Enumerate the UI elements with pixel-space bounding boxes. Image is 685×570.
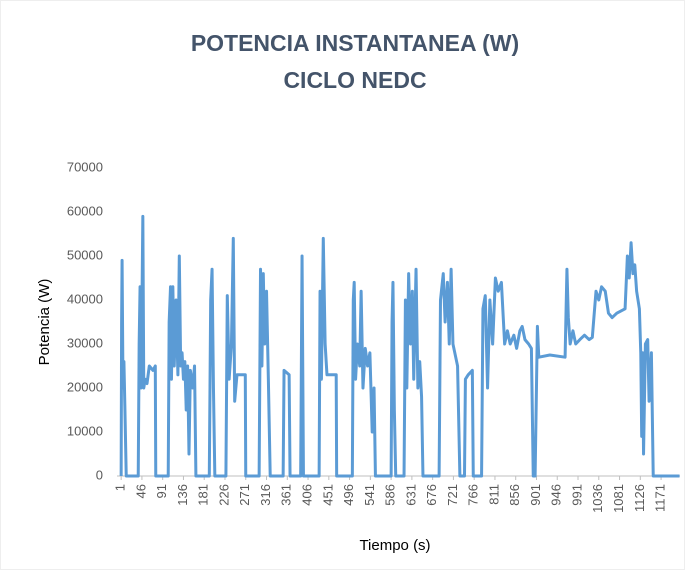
x-tick-label: 181 — [196, 484, 211, 506]
x-tick-label: 136 — [175, 484, 190, 506]
x-tick-label: 811 — [486, 484, 501, 505]
x-tick-label: 406 — [299, 484, 314, 506]
x-tick-label: 91 — [154, 484, 169, 498]
y-tick-label: 10000 — [67, 423, 103, 438]
x-tick-label: 1036 — [590, 484, 605, 513]
x-tick-label: 1171 — [653, 484, 668, 512]
chart-subtitle: CICLO NEDC — [283, 67, 426, 93]
x-tick-label: 451 — [320, 484, 335, 506]
x-tick-label: 496 — [341, 484, 356, 506]
y-tick-label: 0 — [96, 467, 103, 482]
data-line — [119, 214, 680, 478]
y-tick-label: 70000 — [67, 159, 103, 174]
x-tick-label: 991 — [569, 484, 584, 506]
x-tick-label: 271 — [237, 484, 252, 506]
x-tick-label: 1081 — [611, 484, 626, 513]
y-tick-label: 40000 — [67, 291, 103, 306]
chart-title: POTENCIA INSTANTANEA (W) — [191, 30, 519, 56]
x-tick-label: 226 — [216, 484, 231, 506]
x-tick-label: 901 — [528, 484, 543, 506]
x-tick-label: 541 — [362, 484, 377, 506]
y-tick-label: 60000 — [67, 203, 103, 218]
x-tick-label: 316 — [258, 484, 273, 506]
x-tick-label: 361 — [279, 484, 294, 506]
x-tick-label: 1 — [113, 484, 128, 491]
y-tick-label: 30000 — [67, 335, 103, 350]
y-tick-label: 20000 — [67, 379, 103, 394]
x-axis-title: Tiempo (s) — [359, 537, 430, 554]
x-tick-label: 946 — [549, 484, 564, 506]
y-axis-title: Potencia (W) — [36, 279, 53, 366]
x-tick-label: 46 — [133, 484, 148, 498]
x-tick-label: 766 — [466, 484, 481, 506]
x-tick-label: 1126 — [632, 484, 647, 512]
x-tick-label: 586 — [383, 484, 398, 506]
x-tick-label: 721 — [445, 484, 460, 506]
y-tick-label: 50000 — [67, 247, 103, 262]
x-tick-label: 631 — [403, 484, 418, 506]
x-tick-label: 676 — [424, 484, 439, 506]
x-tick-label: 856 — [507, 484, 522, 506]
